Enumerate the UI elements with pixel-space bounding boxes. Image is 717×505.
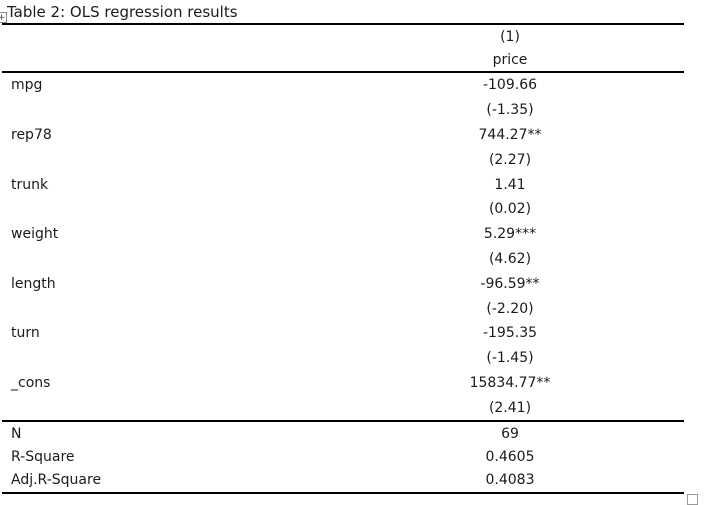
table-row: (2.41): [2, 395, 684, 420]
tstat-cell: (0.02): [488, 201, 532, 218]
variable-cell: mpg: [11, 77, 43, 94]
table-stats-section: N 69 R-Square 0.4605 Adj.R-Square 0.4083: [2, 422, 684, 492]
model-number-cell: (1): [500, 28, 520, 45]
table-row: (-2.20): [2, 296, 684, 321]
tstat-cell: (2.27): [488, 151, 532, 168]
tstat-cell: (2.41): [488, 399, 532, 416]
table-row: R-Square 0.4605: [2, 445, 684, 468]
table-resize-handle[interactable]: [687, 494, 698, 505]
table-row: (4.62): [2, 247, 684, 272]
table-row: (2.27): [2, 147, 684, 172]
regression-table: (1) price mpg -109.66 (-1.35) rep78 744.…: [2, 23, 684, 495]
coefficient-cell: -96.59**: [480, 275, 540, 292]
table-row: trunk 1.41: [2, 172, 684, 197]
variable-cell: weight: [11, 226, 59, 243]
table-caption: Table 2: OLS regression results: [7, 3, 238, 21]
variable-cell: rep78: [11, 126, 52, 143]
table-row: N 69: [2, 422, 684, 445]
table-row: price: [2, 48, 684, 71]
tstat-cell: (4.62): [488, 250, 532, 267]
table-row: turn -195.35: [2, 321, 684, 346]
table-row: _cons 15834.77**: [2, 371, 684, 396]
tstat-cell: (-2.20): [486, 300, 534, 317]
table-row: length -96.59**: [2, 271, 684, 296]
variable-cell: _cons: [11, 374, 51, 391]
coefficient-cell: 744.27**: [478, 126, 542, 143]
table-row: (0.02): [2, 197, 684, 222]
table-move-handle-icon[interactable]: +: [0, 12, 7, 23]
tstat-cell: (-1.45): [486, 350, 534, 367]
stat-value-cell: 0.4605: [485, 449, 535, 466]
stat-label-cell: N: [11, 425, 22, 442]
table-row: (-1.45): [2, 346, 684, 371]
dependent-variable-cell: price: [492, 51, 528, 68]
coefficient-cell: 1.41: [494, 176, 526, 193]
coefficient-cell: -195.35: [482, 325, 538, 342]
variable-cell: turn: [11, 325, 40, 342]
coefficient-cell: 5.29***: [483, 226, 537, 243]
table-body-section: mpg -109.66 (-1.35) rep78 744.27** (2.27…: [2, 73, 684, 423]
stat-value-cell: 0.4083: [485, 472, 535, 489]
variable-cell: length: [11, 275, 56, 292]
table-row: weight 5.29***: [2, 222, 684, 247]
table-row: (-1.35): [2, 98, 684, 123]
table-header-section: (1) price: [2, 25, 684, 73]
coefficient-cell: 15834.77**: [469, 374, 551, 391]
coefficient-cell: -109.66: [482, 77, 538, 94]
table-row: (1): [2, 25, 684, 48]
stat-value-cell: 69: [501, 425, 519, 442]
variable-cell: trunk: [11, 176, 49, 193]
stat-label-cell: R-Square: [11, 449, 75, 466]
tstat-cell: (-1.35): [486, 102, 534, 119]
table-row: mpg -109.66: [2, 73, 684, 98]
table-row: Adj.R-Square 0.4083: [2, 469, 684, 492]
stat-label-cell: Adj.R-Square: [11, 472, 102, 489]
table-row: rep78 744.27**: [2, 123, 684, 148]
